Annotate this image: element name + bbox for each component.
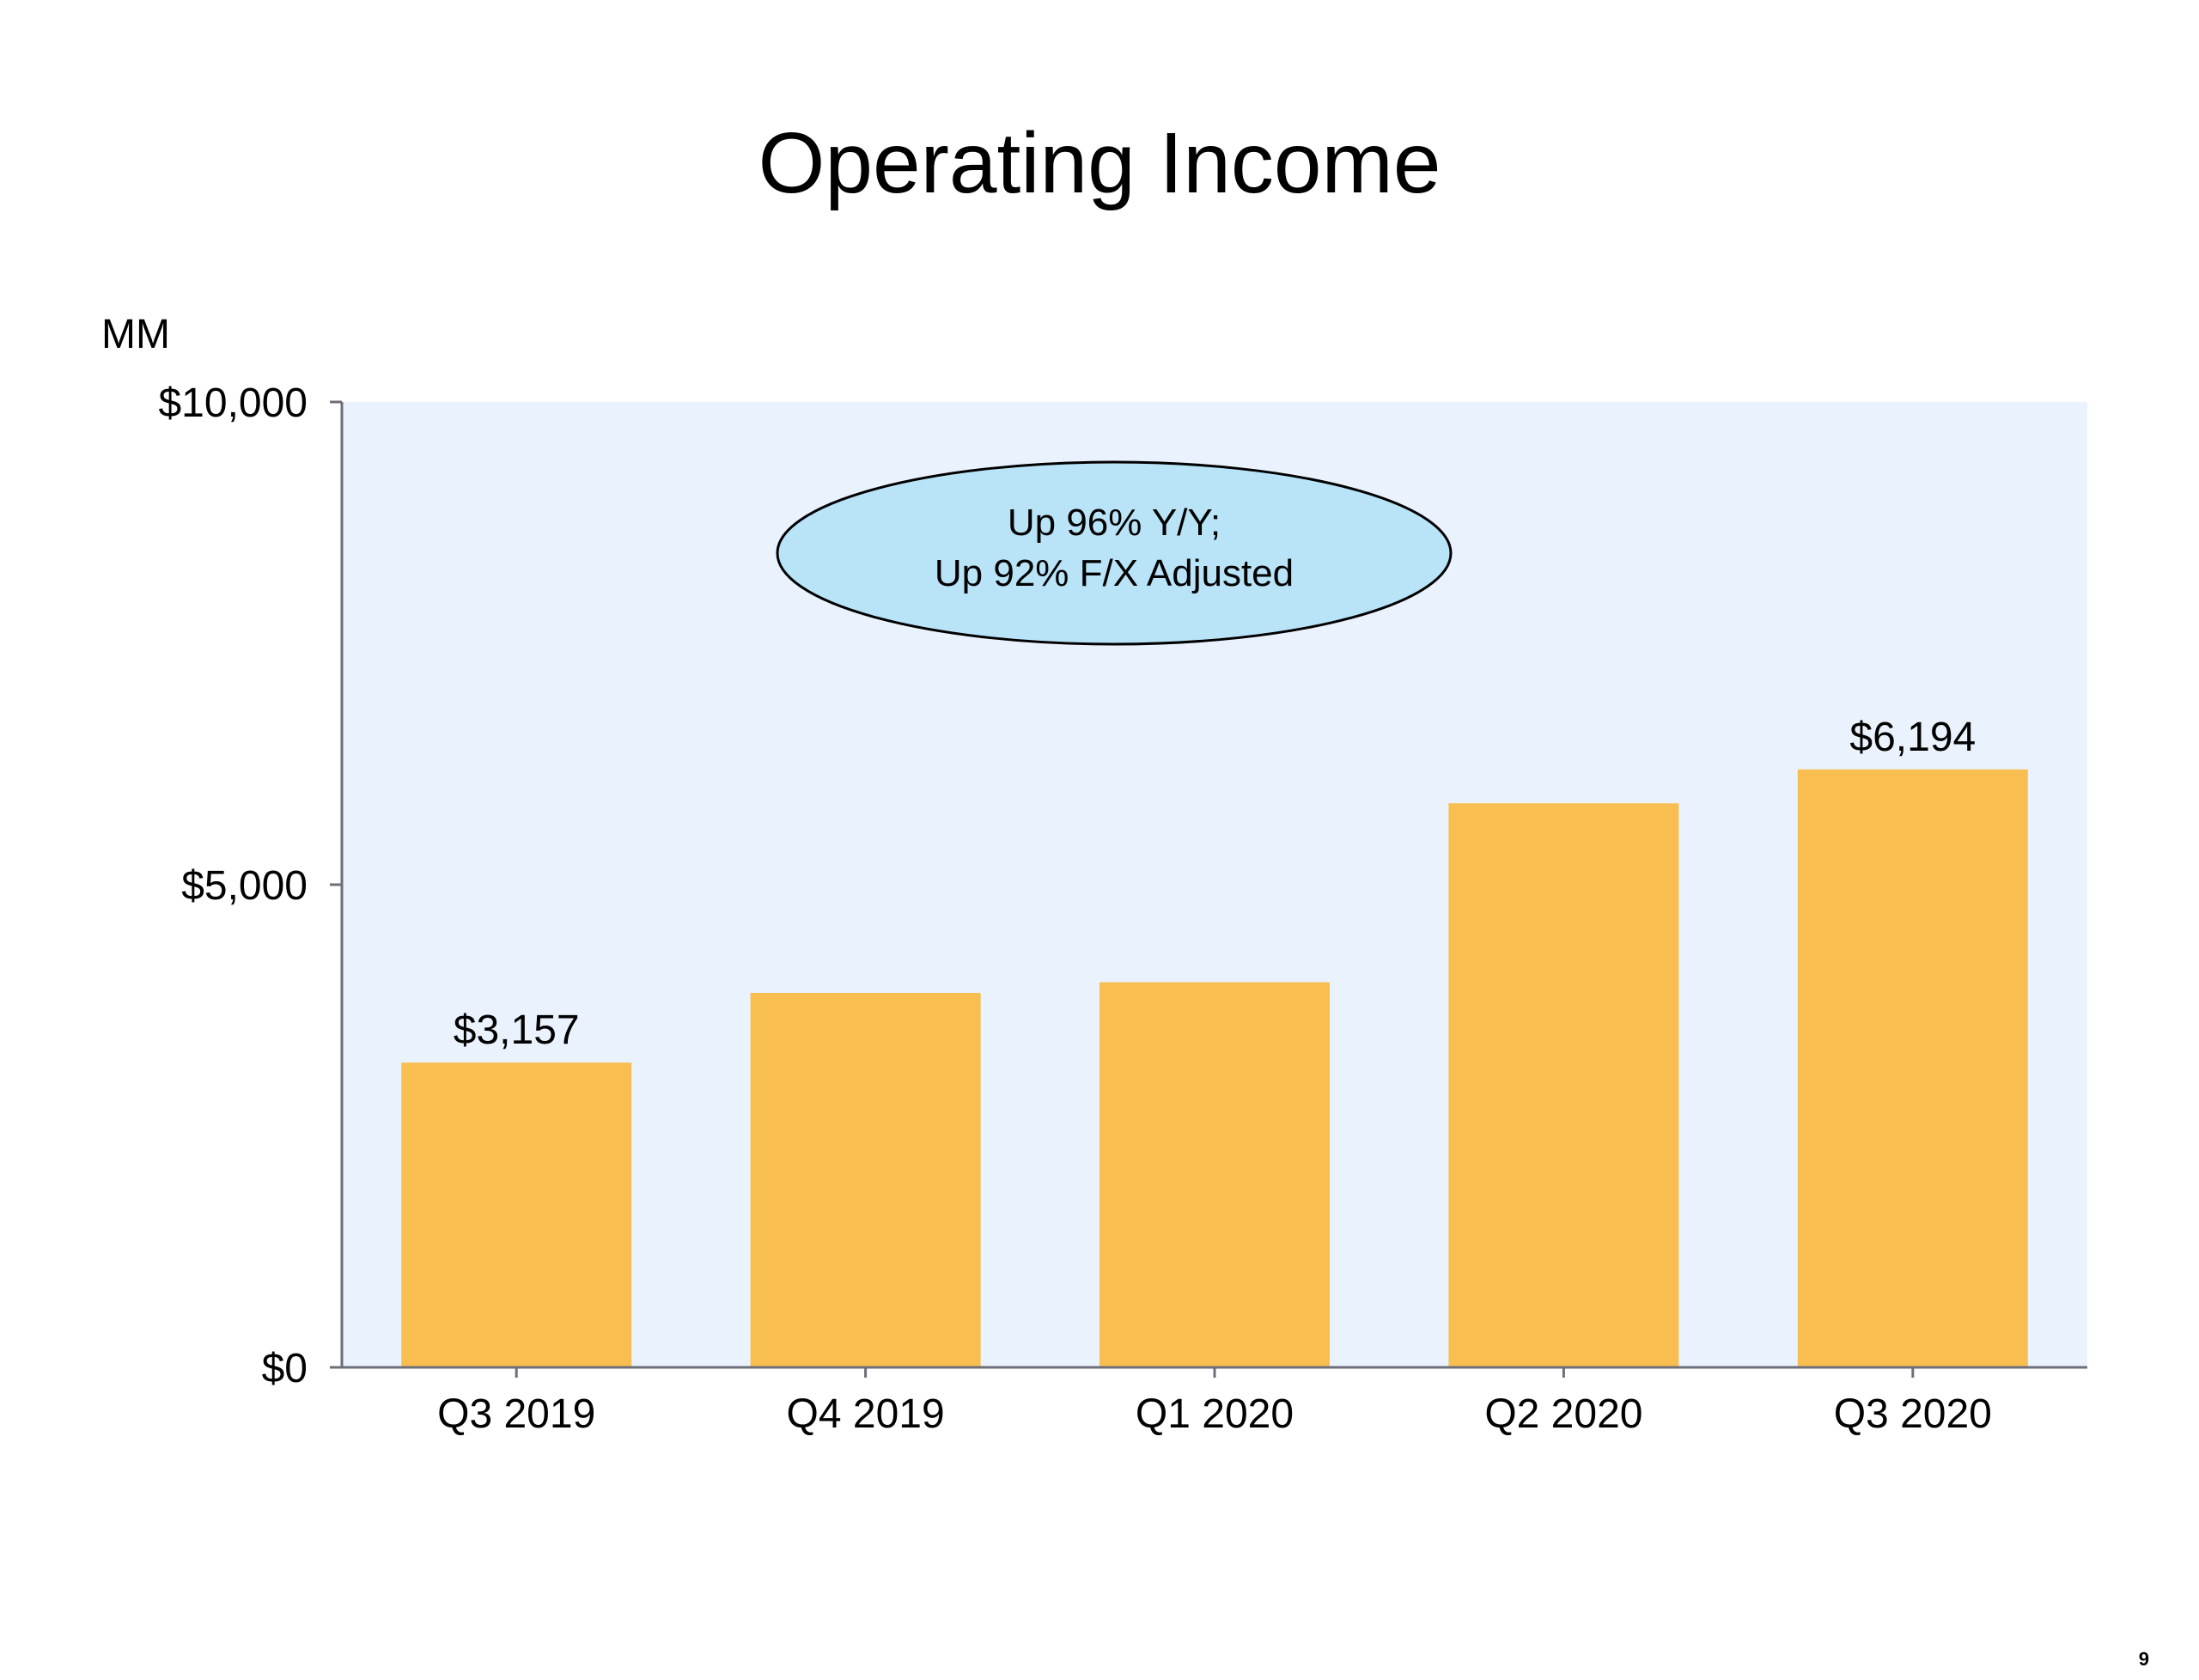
y-tick-label: $0 — [262, 1346, 308, 1391]
bar-q3-2020 — [1797, 769, 2028, 1367]
bar-q2-2020 — [1448, 803, 1679, 1367]
units-label: MM — [101, 312, 170, 357]
data-label: $6,194 — [1849, 715, 1976, 760]
callout-line-2: Up 92% F/X Adjusted — [935, 552, 1294, 594]
x-tick-label: Q3 2019 — [437, 1391, 595, 1437]
axes-group: Q3 2019 Q4 2019 Q1 2020 Q2 2020 Q3 2020 $0 $5,… — [158, 380, 2087, 1437]
page-title: Operating Income — [758, 115, 1441, 211]
y-tick-label: $5,000 — [181, 863, 308, 909]
y-tick-label: $10,000 — [158, 380, 308, 426]
x-tick-label: Q2 2020 — [1484, 1391, 1642, 1437]
bar-q4-2019 — [750, 993, 981, 1367]
x-tick-label: Q3 2020 — [1834, 1391, 1992, 1437]
data-label: $3,157 — [454, 1007, 580, 1053]
bar-q1-2020 — [1100, 982, 1330, 1367]
x-tick-label: Q1 2020 — [1136, 1391, 1294, 1437]
callout-line-1: Up 96% Y/Y; — [1008, 502, 1221, 544]
bars-group — [401, 769, 2028, 1367]
bar-q3-2019 — [401, 1062, 632, 1367]
page-number: 9 — [2138, 1648, 2149, 1670]
x-tick-label: Q4 2019 — [787, 1391, 945, 1437]
data-labels-group: $3,157 $6,194 — [454, 715, 1976, 1053]
callout-bubble: Up 96% Y/Y; Up 92% F/X Adjusted — [776, 460, 1453, 646]
callout-ellipse — [776, 460, 1453, 646]
